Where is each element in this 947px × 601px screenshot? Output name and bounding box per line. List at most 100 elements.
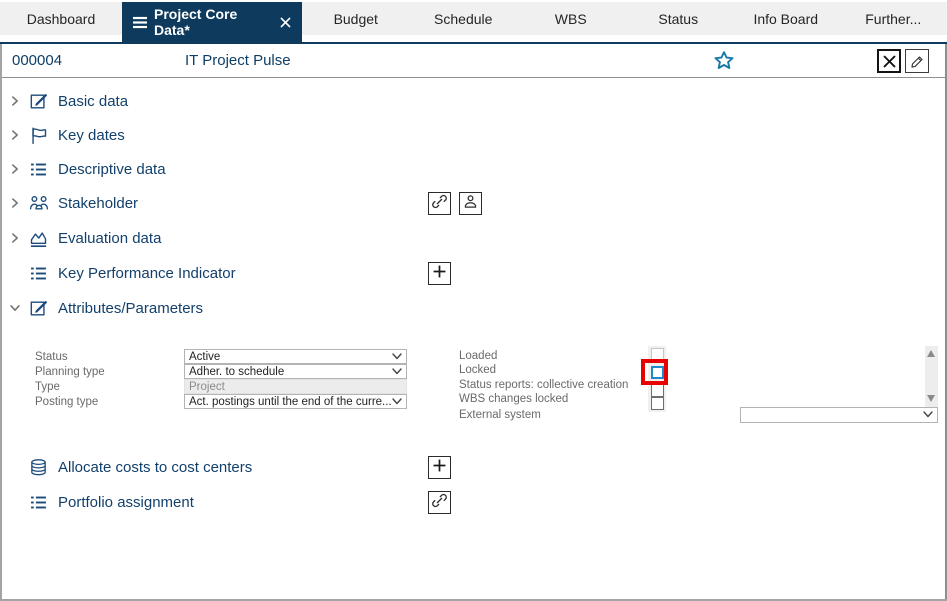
section-portfolio-assignment[interactable]: Portfolio assignment [2,489,194,515]
edit-square-icon [28,298,58,319]
section-label: Basic data [58,92,129,110]
kpi-add-button[interactable] [428,262,451,285]
section-key-dates[interactable]: Key dates [2,122,125,148]
chevron-right-icon [2,162,28,176]
section-attributes-parameters[interactable]: Attributes/Parameters [2,295,203,321]
frame-border-left [0,44,2,601]
status-select[interactable]: Active [184,349,407,364]
object-header: 000004 IT Project Pulse [2,44,945,78]
planning-type-select[interactable]: Adher. to schedule [184,364,407,379]
select-value: Active [189,350,221,363]
section-label: Portfolio assignment [58,493,194,511]
checkbox-label-locked: Locked [459,364,497,376]
chevron-down-icon [392,351,402,363]
allocate-costs-add-button[interactable] [428,456,451,479]
edit-square-icon [28,91,58,112]
scroll-down-icon[interactable] [927,395,935,402]
loaded-checkbox[interactable] [651,348,664,361]
chevron-right-icon [2,94,28,108]
field-label-status: Status [35,351,68,363]
portfolio-link-button[interactable] [428,491,451,514]
section-label: Key dates [58,126,125,144]
person-icon [462,193,479,215]
section-basic-data[interactable]: Basic data [2,88,128,114]
tab-dashboard[interactable]: Dashboard [0,2,122,35]
chevron-right-icon [2,128,28,142]
section-label: Allocate costs to cost centers [58,458,253,476]
link-icon [431,492,448,514]
project-id: 000004 [12,52,63,69]
section-label: Descriptive data [58,160,166,178]
stakeholder-person-button[interactable] [459,192,482,215]
tab-label: Schedule [434,10,493,27]
chevron-down-icon [392,366,402,378]
locked-checkbox[interactable] [651,366,664,379]
list-icon [28,159,58,180]
plus-icon [430,262,449,286]
people-icon [28,192,58,214]
scrollbar[interactable] [925,346,938,407]
close-button[interactable] [877,49,901,73]
tab-label: Status [658,10,699,27]
field-label-type: Type [35,381,60,393]
frame-border-bottom [0,599,947,601]
page-title: IT Project Pulse [185,52,291,69]
section-label: Evaluation data [58,229,162,247]
tab-label: Info Board [753,10,819,27]
edit-button[interactable] [905,49,929,73]
tab-wbs[interactable]: WBS [517,2,625,35]
section-descriptive-data[interactable]: Descriptive data [2,156,166,182]
field-label-external-system: External system [459,409,541,421]
menu-icon[interactable] [132,16,148,29]
frame-border-right [945,44,947,601]
tab-budget[interactable]: Budget [302,2,410,35]
database-icon [28,457,58,478]
tab-label: Dashboard [26,10,96,27]
section-label: Attributes/Parameters [58,299,204,317]
chevron-down-icon [392,396,402,408]
favorite-star-icon[interactable] [712,49,736,73]
section-allocate-costs[interactable]: Allocate costs to cost centers [2,454,252,480]
list-icon [28,263,58,284]
area-chart-icon [28,228,58,249]
select-value: Adher. to schedule [189,365,285,378]
select-value: Act. postings until the end of the curre… [189,395,392,408]
tab-status[interactable]: Status [624,2,732,35]
wbs-changes-locked-checkbox[interactable] [651,397,664,410]
link-icon [431,193,448,215]
chevron-right-icon [2,231,28,245]
tab-label: Further... [865,10,922,27]
tab-label: Project Core Data* [154,6,238,38]
tab-schedule[interactable]: Schedule [409,2,517,35]
external-system-select[interactable] [740,407,938,423]
tab-bar: Dashboard Project Core Data* Budget Sche… [0,0,947,44]
tab-info-board[interactable]: Info Board [732,2,840,35]
section-evaluation-data[interactable]: Evaluation data [2,225,161,251]
list-icon [28,492,58,513]
checkbox-label-status-reports: Status reports: collective creation [459,379,629,391]
scroll-up-icon[interactable] [927,350,935,357]
section-stakeholder[interactable]: Stakeholder [2,190,138,216]
chevron-down-icon [2,301,28,315]
section-label: Stakeholder [58,194,139,212]
field-label-planning-type: Planning type [35,366,105,378]
stakeholder-link-button[interactable] [428,192,451,215]
flag-icon [28,125,58,146]
field-value: Project [189,380,225,393]
tab-label: WBS [554,10,587,27]
section-key-performance-indicator[interactable]: Key Performance Indicator [2,260,236,286]
tab-further[interactable]: Further... [839,2,947,35]
checkbox-label-wbs-changes-locked: WBS changes locked [459,393,569,405]
field-label-posting-type: Posting type [35,396,99,408]
posting-type-select[interactable]: Act. postings until the end of the curre… [184,394,407,409]
tab-project-core-data[interactable]: Project Core Data* [122,2,302,42]
plus-icon [430,456,449,480]
type-readonly-field: Project [184,379,407,394]
tab-close-icon[interactable] [279,16,292,29]
chevron-down-icon [923,409,933,421]
section-label: Key Performance Indicator [58,264,236,282]
status-reports-checkbox[interactable] [651,384,664,397]
chevron-right-icon [2,196,28,210]
tab-label: Budget [333,10,378,27]
